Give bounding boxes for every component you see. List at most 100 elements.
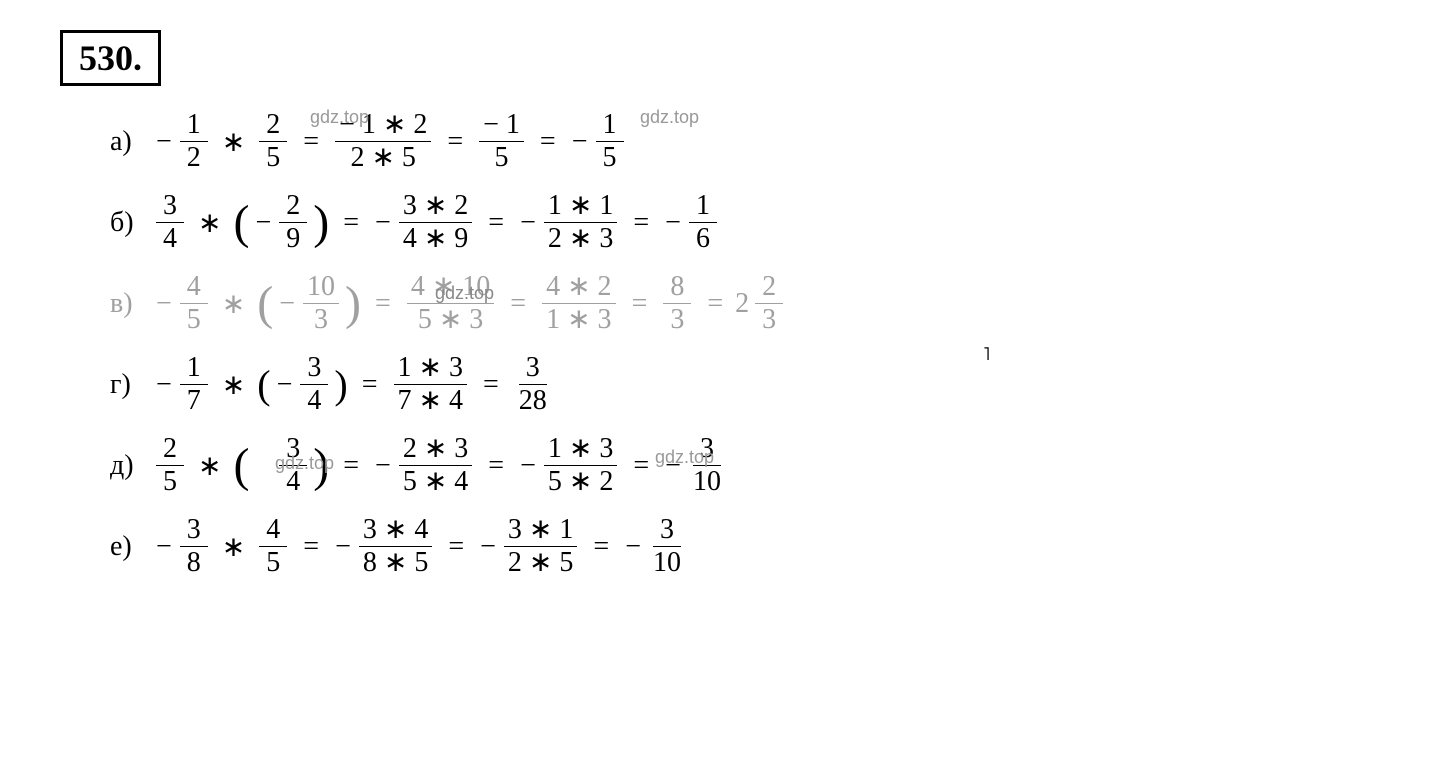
numerator: 1 [596, 111, 624, 142]
denominator: 3 [663, 304, 691, 334]
numerator: 4 [180, 273, 208, 304]
fraction: 3 ∗ 1 2 ∗ 5 [504, 516, 577, 577]
denominator: 10 [649, 547, 685, 577]
problem-number-box: 530. [60, 30, 161, 86]
equals: = [540, 126, 556, 158]
fraction: 2 9 [279, 192, 307, 253]
numerator: 3 [693, 435, 721, 466]
numerator: 10 [303, 273, 339, 304]
numerator: 4 [259, 516, 287, 547]
numerator: 3 [180, 516, 208, 547]
denominator: 2 ∗ 3 [544, 223, 617, 253]
denominator: 5 [488, 142, 516, 172]
minus: − [156, 288, 172, 320]
denominator: 4 [300, 385, 328, 415]
fraction: 1 5 [596, 111, 624, 172]
numerator: 8 [663, 273, 691, 304]
denominator: 3 [307, 304, 335, 334]
lparen: ( [233, 201, 249, 244]
fraction: 10 3 [303, 273, 339, 334]
multiply: ∗ [198, 206, 221, 240]
problem-number: 530. [79, 38, 142, 78]
denominator: 28 [515, 385, 551, 415]
numerator: 1 [180, 354, 208, 385]
denominator: 5 ∗ 4 [399, 466, 472, 496]
minus: − [665, 207, 681, 239]
multiply: ∗ [222, 530, 245, 564]
equation-row-a: gdz.top gdz.top а) − 1 2 ∗ 2 5 = − 1 ∗ 2… [110, 111, 1370, 172]
numerator: 3 ∗ 1 [504, 516, 577, 547]
numerator: 1 ∗ 3 [394, 354, 467, 385]
minus: − [665, 450, 681, 482]
minus: − [520, 450, 536, 482]
fraction: 2 3 [755, 273, 783, 334]
fraction: 2 ∗ 3 5 ∗ 4 [399, 435, 472, 496]
denominator: 5 ∗ 3 [414, 304, 487, 334]
fraction: 3 4 [279, 435, 307, 496]
fraction: 3 ∗ 2 4 ∗ 9 [399, 192, 472, 253]
lparen: ( [257, 367, 270, 403]
fraction: − 1 ∗ 2 2 ∗ 5 [335, 111, 431, 172]
fraction: 3 4 [300, 354, 328, 415]
numerator: 1 ∗ 3 [544, 435, 617, 466]
numerator: 2 [156, 435, 184, 466]
minus: − [625, 531, 641, 563]
equals: = [343, 450, 359, 482]
equals: = [633, 207, 649, 239]
numerator: 2 [279, 192, 307, 223]
numerator: 3 [653, 516, 681, 547]
whole-part: 2 [735, 288, 749, 320]
equals: = [375, 288, 391, 320]
multiply: ∗ [198, 449, 221, 483]
equals: = [303, 531, 319, 563]
denominator: 5 [596, 142, 624, 172]
fraction: 1 2 [180, 111, 208, 172]
denominator: 5 [259, 142, 287, 172]
numerator: 1 [689, 192, 717, 223]
denominator: 3 [755, 304, 783, 334]
rparen: ) [345, 282, 361, 325]
multiply: ∗ [222, 287, 245, 321]
row-label: б) [110, 207, 140, 239]
rparen: ) [313, 201, 329, 244]
numerator: 2 [259, 111, 287, 142]
equals: = [707, 288, 723, 320]
equation-row-e: е) − 3 8 ∗ 4 5 = − 3 ∗ 4 8 ∗ 5 = − 3 ∗ 1… [110, 516, 1370, 577]
equation-row-b: б) 3 4 ∗ ( − 2 9 ) = − 3 ∗ 2 4 ∗ 9 = − 1… [110, 192, 1370, 253]
equals: = [510, 288, 526, 320]
row-label: д) [110, 450, 140, 482]
row-label: а) [110, 126, 140, 158]
fraction: 1 ∗ 3 7 ∗ 4 [394, 354, 467, 415]
denominator: 4 [156, 223, 184, 253]
numerator: 3 [519, 354, 547, 385]
denominator: 1 ∗ 3 [542, 304, 615, 334]
minus: − [480, 531, 496, 563]
equals: = [303, 126, 319, 158]
fraction: 1 7 [180, 354, 208, 415]
denominator: 8 ∗ 5 [359, 547, 432, 577]
multiply: ∗ [222, 368, 245, 402]
lparen: ( [233, 444, 249, 487]
numerator: 3 [156, 192, 184, 223]
numerator: 3 [300, 354, 328, 385]
fraction: − 1 5 [479, 111, 524, 172]
fraction: 2 5 [259, 111, 287, 172]
fraction: 4 5 [180, 273, 208, 334]
multiply: ∗ [222, 125, 245, 159]
fraction: 1 6 [689, 192, 717, 253]
denominator: 5 ∗ 2 [544, 466, 617, 496]
fraction: 4 ∗ 10 5 ∗ 3 [407, 273, 494, 334]
lparen: ( [257, 282, 273, 325]
fraction: 3 10 [689, 435, 725, 496]
minus: − [156, 531, 172, 563]
numerator: 3 [279, 435, 307, 466]
fraction: 4 5 [259, 516, 287, 577]
equals: = [488, 207, 504, 239]
equals: = [448, 531, 464, 563]
fraction: 1 ∗ 3 5 ∗ 2 [544, 435, 617, 496]
minus: − [156, 369, 172, 401]
fraction: 3 ∗ 4 8 ∗ 5 [359, 516, 432, 577]
numerator: 4 ∗ 2 [542, 273, 615, 304]
equals: = [593, 531, 609, 563]
fraction: 3 4 [156, 192, 184, 253]
